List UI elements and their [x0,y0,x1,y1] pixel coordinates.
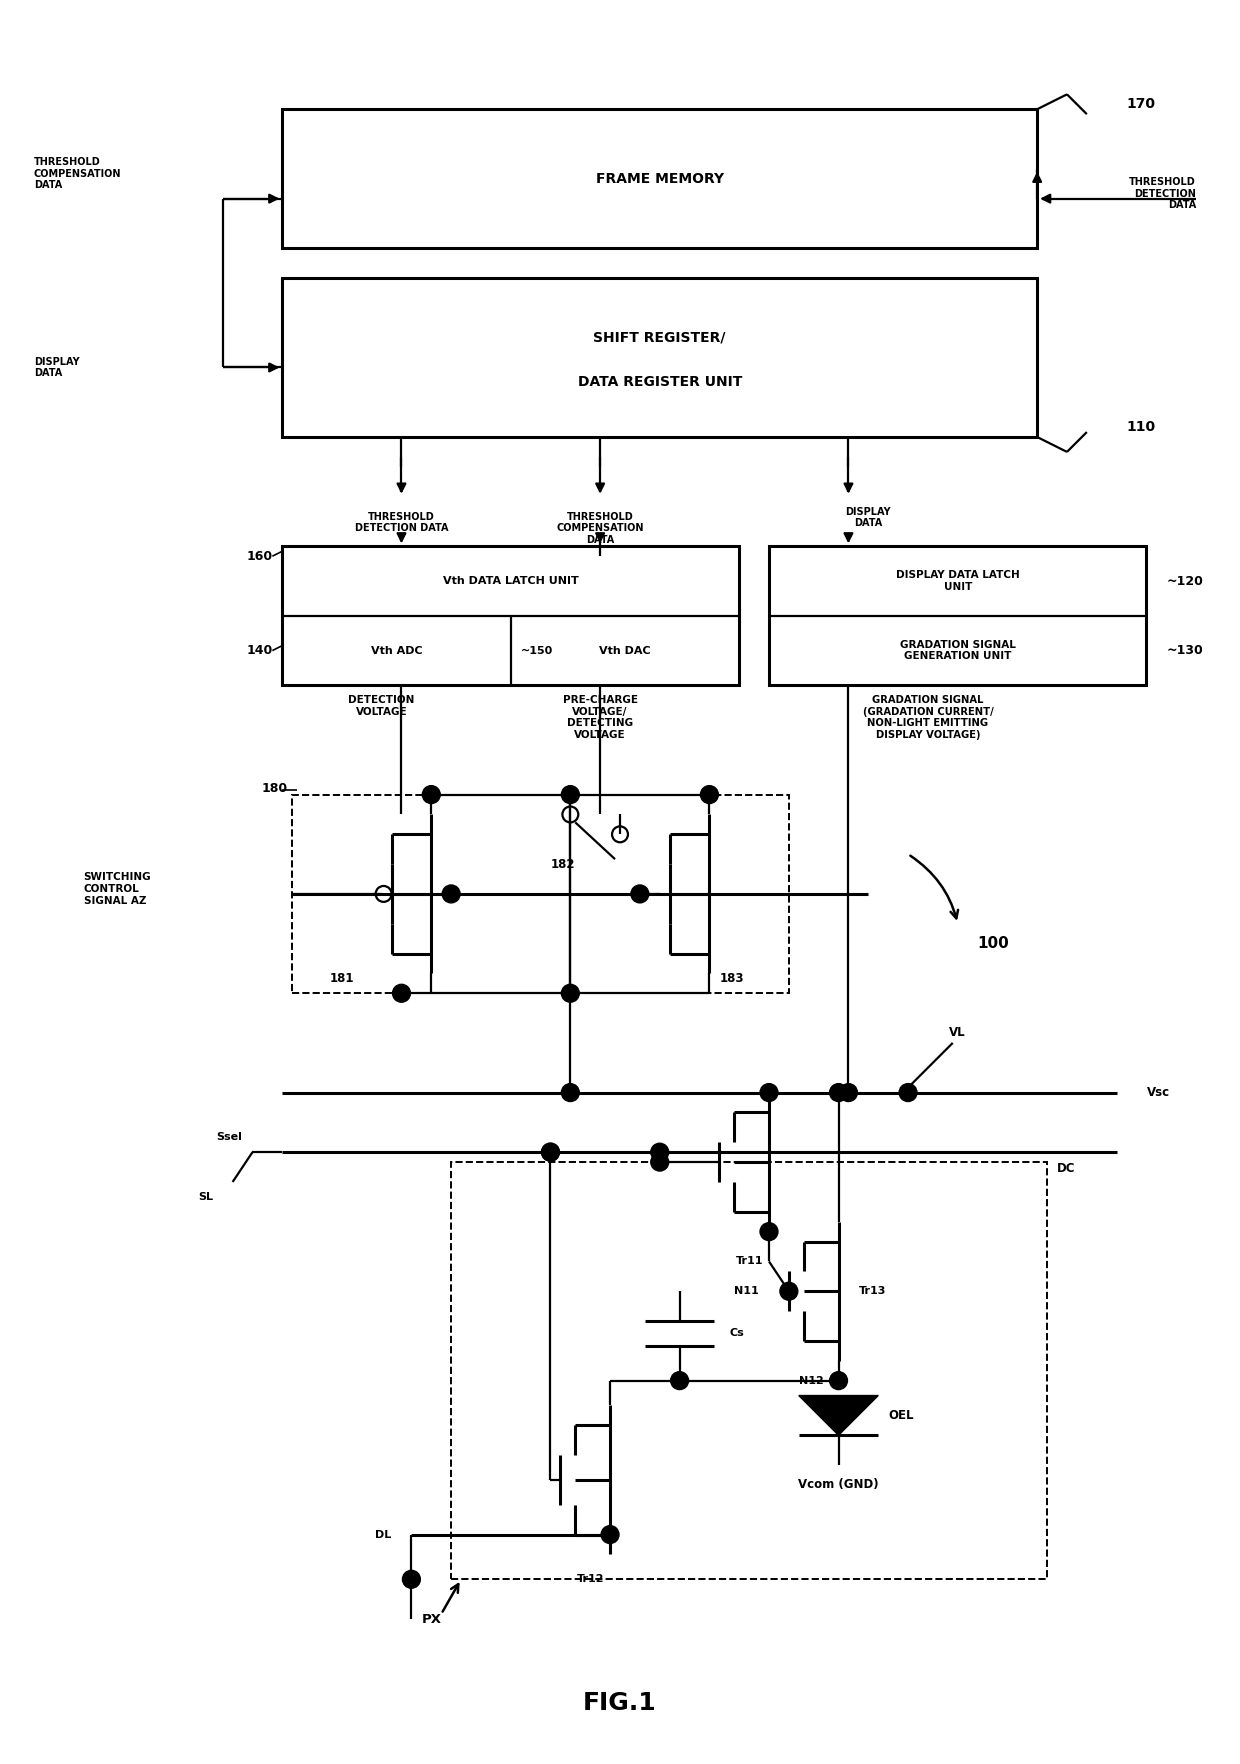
Text: Vth ADC: Vth ADC [371,646,423,656]
Text: DATA REGISTER UNIT: DATA REGISTER UNIT [578,376,742,390]
Text: 160: 160 [247,550,273,563]
Circle shape [443,886,460,903]
Circle shape [393,984,410,1002]
Circle shape [562,1083,579,1101]
Text: 181: 181 [330,972,355,984]
Circle shape [651,1143,668,1161]
Circle shape [631,886,649,903]
Bar [283,547,739,686]
Text: 183: 183 [719,972,744,984]
Polygon shape [799,1395,878,1436]
Circle shape [542,1143,559,1161]
Text: Vth DATA LATCH UNIT: Vth DATA LATCH UNIT [443,577,579,586]
Text: Cs: Cs [729,1328,744,1337]
Bar [283,109,1037,249]
Bar [293,794,789,993]
Circle shape [839,1083,857,1101]
Text: Tr13: Tr13 [858,1286,885,1297]
Bar [769,547,1147,686]
Text: PX: PX [422,1612,441,1625]
Text: 110: 110 [1127,420,1156,434]
Text: VL: VL [950,1027,966,1039]
Circle shape [562,785,579,804]
Text: DETECTION
VOLTAGE: DETECTION VOLTAGE [348,695,415,716]
Text: N12: N12 [799,1376,823,1387]
Text: Vth DAC: Vth DAC [599,646,651,656]
Text: 140: 140 [246,644,273,656]
Text: DC: DC [1056,1162,1075,1175]
Circle shape [780,1282,797,1300]
Text: FIG.1: FIG.1 [583,1692,657,1715]
Circle shape [830,1372,847,1390]
Text: Tr12: Tr12 [577,1573,604,1584]
Text: ~130: ~130 [1167,644,1203,656]
Text: DL: DL [376,1529,392,1540]
Circle shape [651,1154,668,1171]
Text: THRESHOLD
COMPENSATION
DATA: THRESHOLD COMPENSATION DATA [557,512,644,545]
Text: OEL: OEL [888,1409,914,1422]
Circle shape [760,1083,777,1101]
Bar [283,279,1037,437]
Text: THRESHOLD
DETECTION DATA: THRESHOLD DETECTION DATA [355,512,448,533]
Text: Ssel: Ssel [217,1132,243,1143]
Circle shape [542,1143,559,1161]
Text: DISPLAY
DATA: DISPLAY DATA [846,506,892,527]
Text: 170: 170 [1127,97,1156,111]
Text: PRE-CHARGE
VOLTAGE/
DETECTING
VOLTAGE: PRE-CHARGE VOLTAGE/ DETECTING VOLTAGE [563,695,637,741]
Text: 180: 180 [262,781,288,794]
Circle shape [671,1372,688,1390]
Circle shape [899,1083,918,1101]
Text: 182: 182 [551,857,575,871]
Text: Tr11: Tr11 [735,1256,763,1267]
Text: DISPLAY
DATA: DISPLAY DATA [33,356,79,377]
Text: Vcom (GND): Vcom (GND) [799,1478,879,1491]
Circle shape [403,1570,420,1588]
Text: FRAME MEMORY: FRAME MEMORY [595,171,724,185]
Text: THRESHOLD
DETECTION
DATA: THRESHOLD DETECTION DATA [1130,176,1197,210]
Circle shape [601,1526,619,1544]
Text: SHIFT REGISTER/: SHIFT REGISTER/ [594,330,725,344]
Circle shape [562,984,579,1002]
Text: ~120: ~120 [1167,575,1203,587]
Text: Vsc: Vsc [1147,1087,1169,1099]
Circle shape [830,1083,847,1101]
Text: DISPLAY DATA LATCH
UNIT: DISPLAY DATA LATCH UNIT [895,570,1019,593]
Bar [451,1162,1047,1579]
Circle shape [701,785,718,804]
Text: GRADATION SIGNAL
(GRADATION CURRENT/
NON-LIGHT EMITTING
DISPLAY VOLTAGE): GRADATION SIGNAL (GRADATION CURRENT/ NON… [863,695,993,741]
Text: SWITCHING
CONTROL
SIGNAL AZ: SWITCHING CONTROL SIGNAL AZ [83,873,151,905]
Text: N11: N11 [734,1286,759,1297]
Text: ~150: ~150 [521,646,553,656]
Circle shape [423,785,440,804]
Circle shape [760,1222,777,1240]
Text: 100: 100 [977,937,1009,951]
Text: GRADATION SIGNAL
GENERATION UNIT: GRADATION SIGNAL GENERATION UNIT [900,640,1016,662]
Text: SL: SL [197,1192,213,1201]
Text: THRESHOLD
COMPENSATION
DATA: THRESHOLD COMPENSATION DATA [33,157,122,191]
